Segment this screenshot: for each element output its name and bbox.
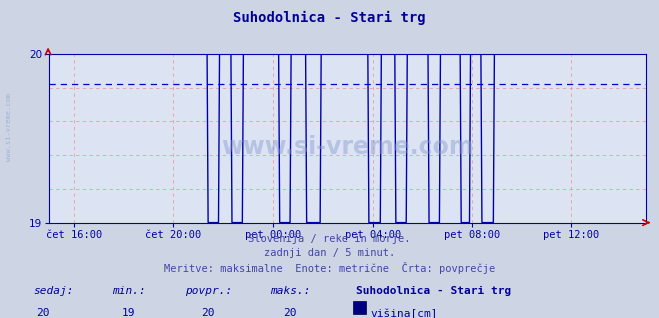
Text: sedaj:: sedaj: [33,286,73,296]
Text: Suhodolnica - Stari trg: Suhodolnica - Stari trg [356,286,511,296]
Text: Slovenija / reke in morje.: Slovenija / reke in morje. [248,234,411,244]
Text: višina[cm]: višina[cm] [370,308,438,318]
Text: www.si-vreme.com: www.si-vreme.com [221,135,474,159]
Text: Suhodolnica - Stari trg: Suhodolnica - Stari trg [233,11,426,25]
Text: 19: 19 [122,308,135,318]
Text: 20: 20 [283,308,297,318]
Text: maks.:: maks.: [270,286,310,296]
Text: zadnji dan / 5 minut.: zadnji dan / 5 minut. [264,248,395,258]
Text: 20: 20 [201,308,214,318]
Text: povpr.:: povpr.: [185,286,232,296]
Text: Meritve: maksimalne  Enote: metrične  Črta: povprečje: Meritve: maksimalne Enote: metrične Črta… [164,262,495,274]
Text: 20: 20 [36,308,49,318]
Text: www.si-vreme.com: www.si-vreme.com [5,93,12,161]
Text: min.:: min.: [112,286,146,296]
